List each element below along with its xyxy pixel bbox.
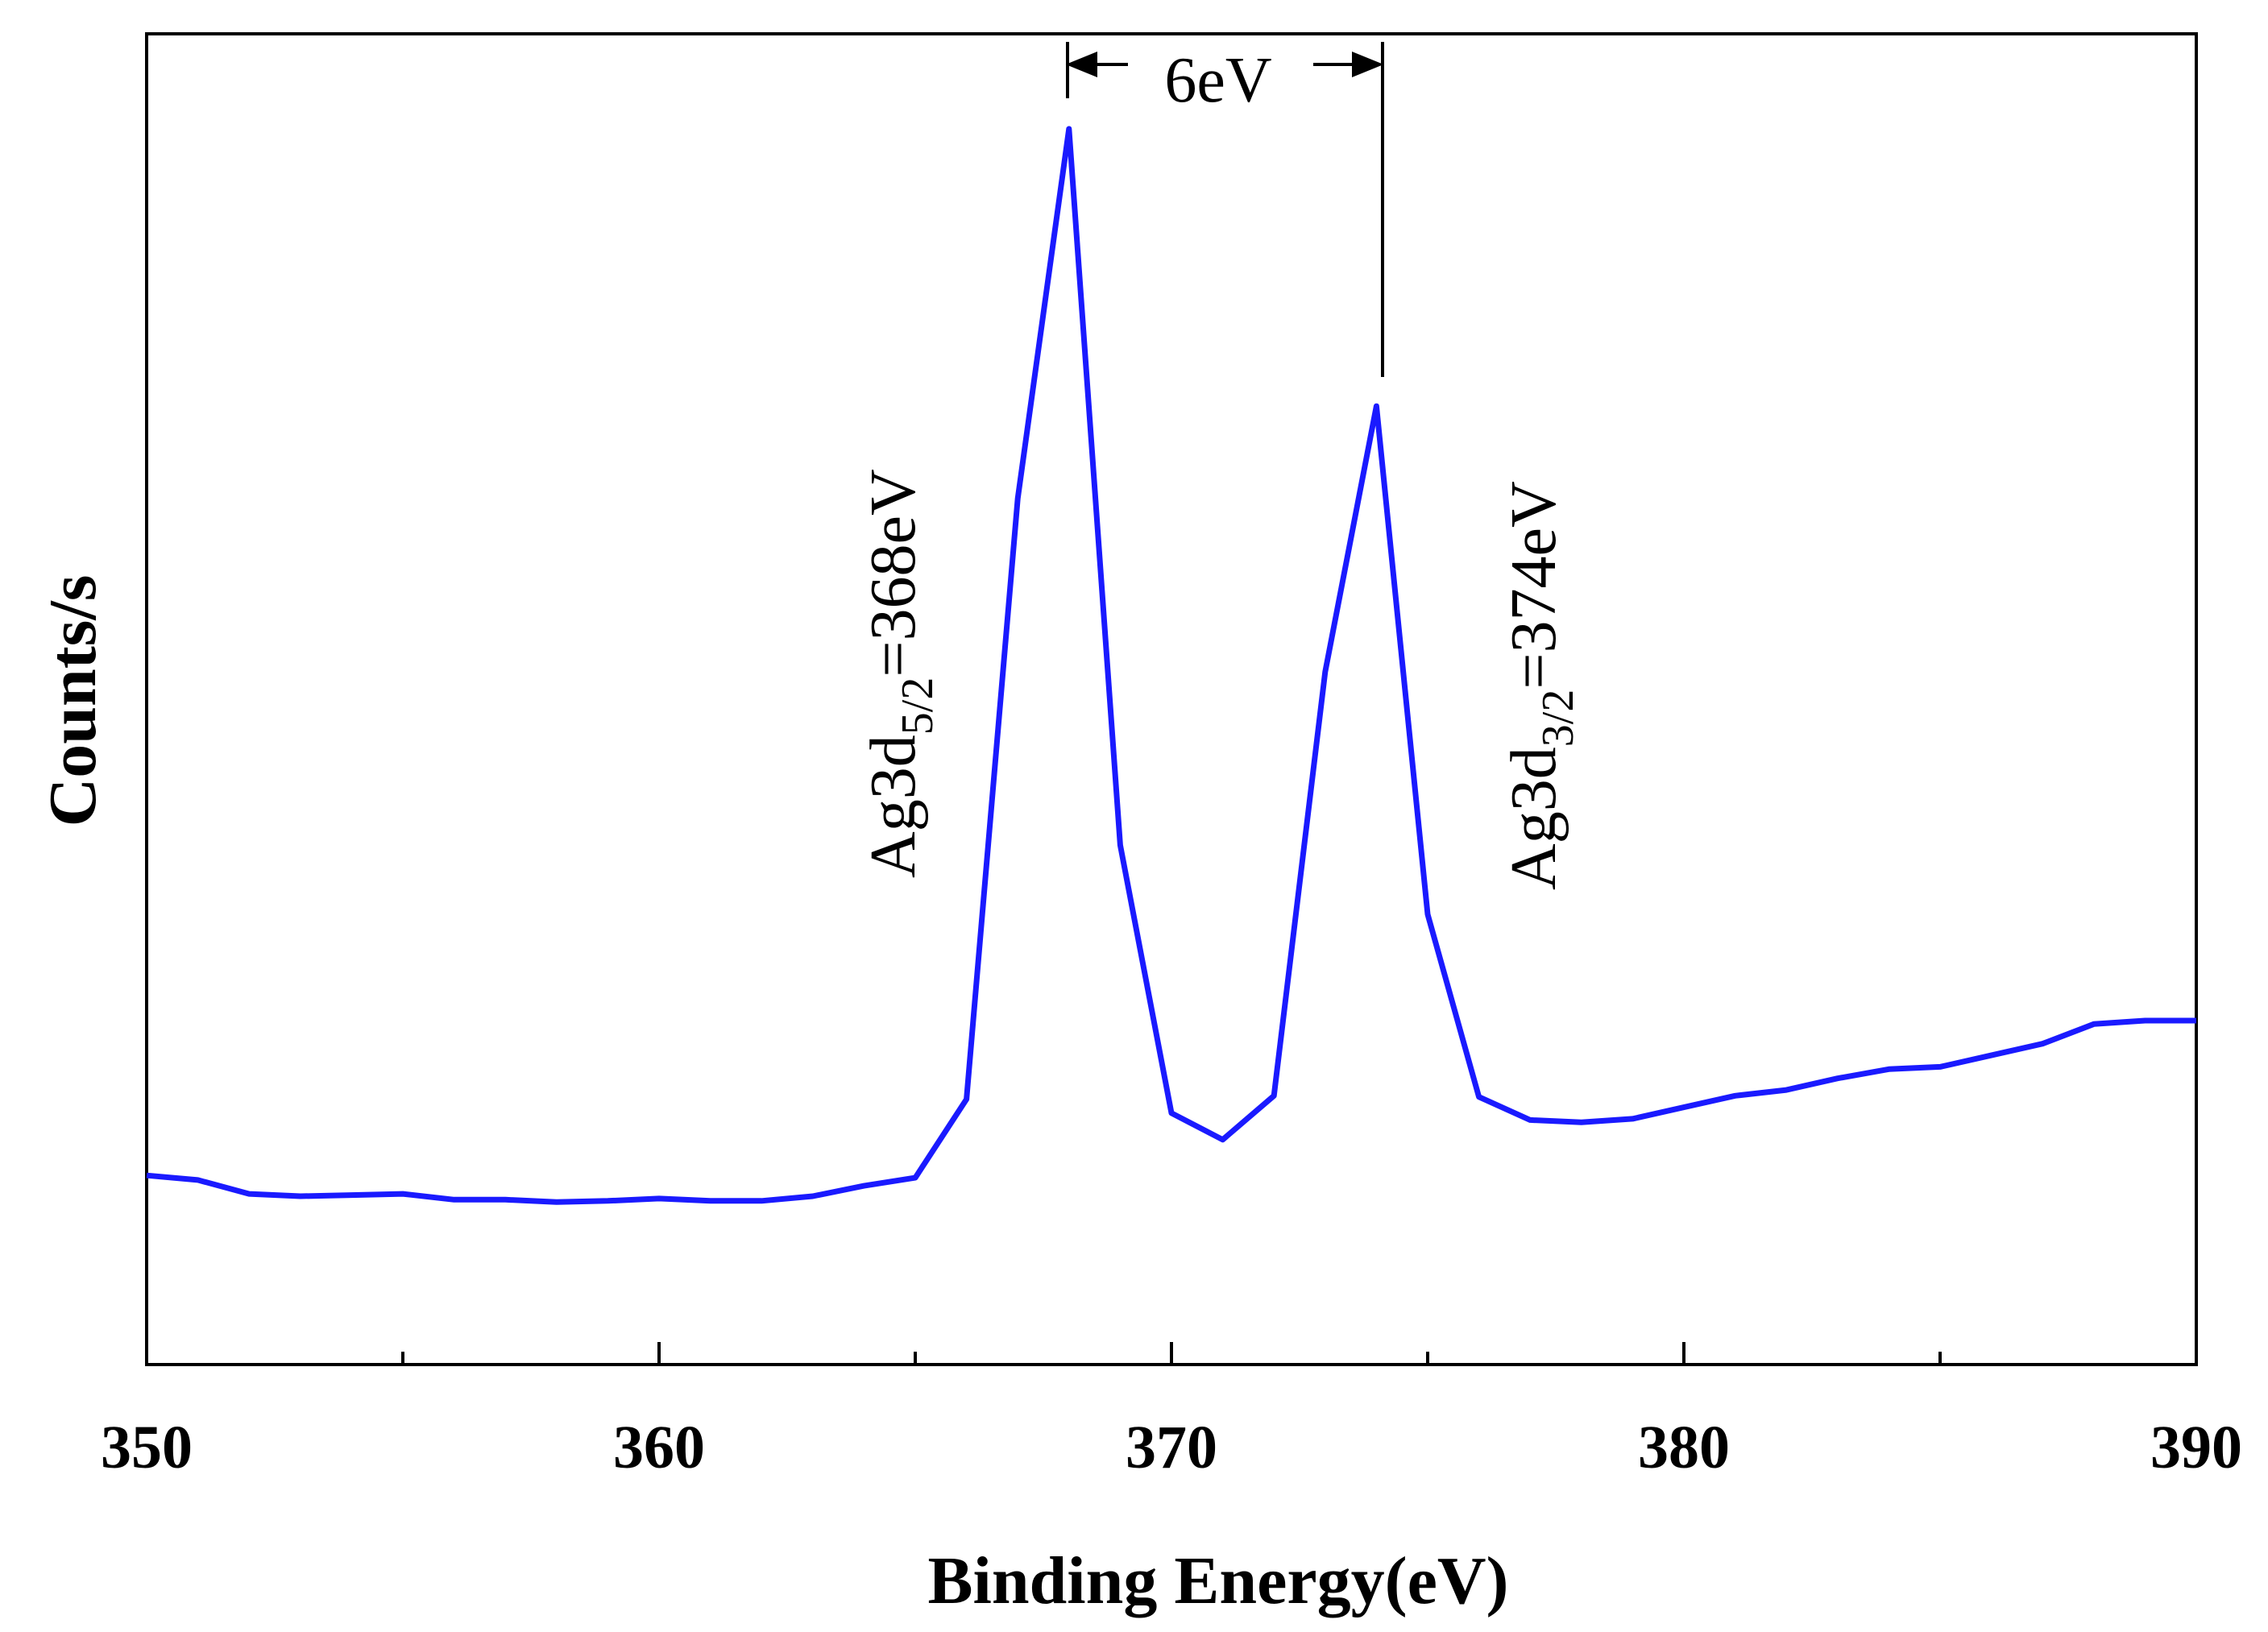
y-axis-title: Counts/s (35, 575, 110, 827)
x-tick-label-390: 390 (2150, 1414, 2242, 1481)
peak1-annotation: Ag3d5/2=368eV (858, 469, 943, 878)
x-axis-ticks (145, 1342, 2198, 1365)
marker-left-arrowhead (1065, 52, 1097, 77)
peak-separation-marker (1065, 42, 1384, 377)
x-axis-title: Binding Energy(eV) (927, 1543, 1508, 1618)
series-line-ag3d (146, 126, 2196, 1205)
x-tick-label-370: 370 (1126, 1414, 1217, 1481)
plot-frame (145, 32, 2198, 1366)
x-tick-label-360: 360 (613, 1414, 705, 1481)
x-tick-label-350: 350 (101, 1414, 193, 1481)
x-tick-label-380: 380 (1638, 1414, 1730, 1481)
marker-right-arrowhead (1352, 52, 1384, 77)
peak2-annotation: Ag3d3/2=374eV (1499, 481, 1583, 890)
separation-label: 6eV (1164, 45, 1271, 116)
x-axis-tick-labels: 350 360 370 380 390 (101, 1414, 2242, 1481)
